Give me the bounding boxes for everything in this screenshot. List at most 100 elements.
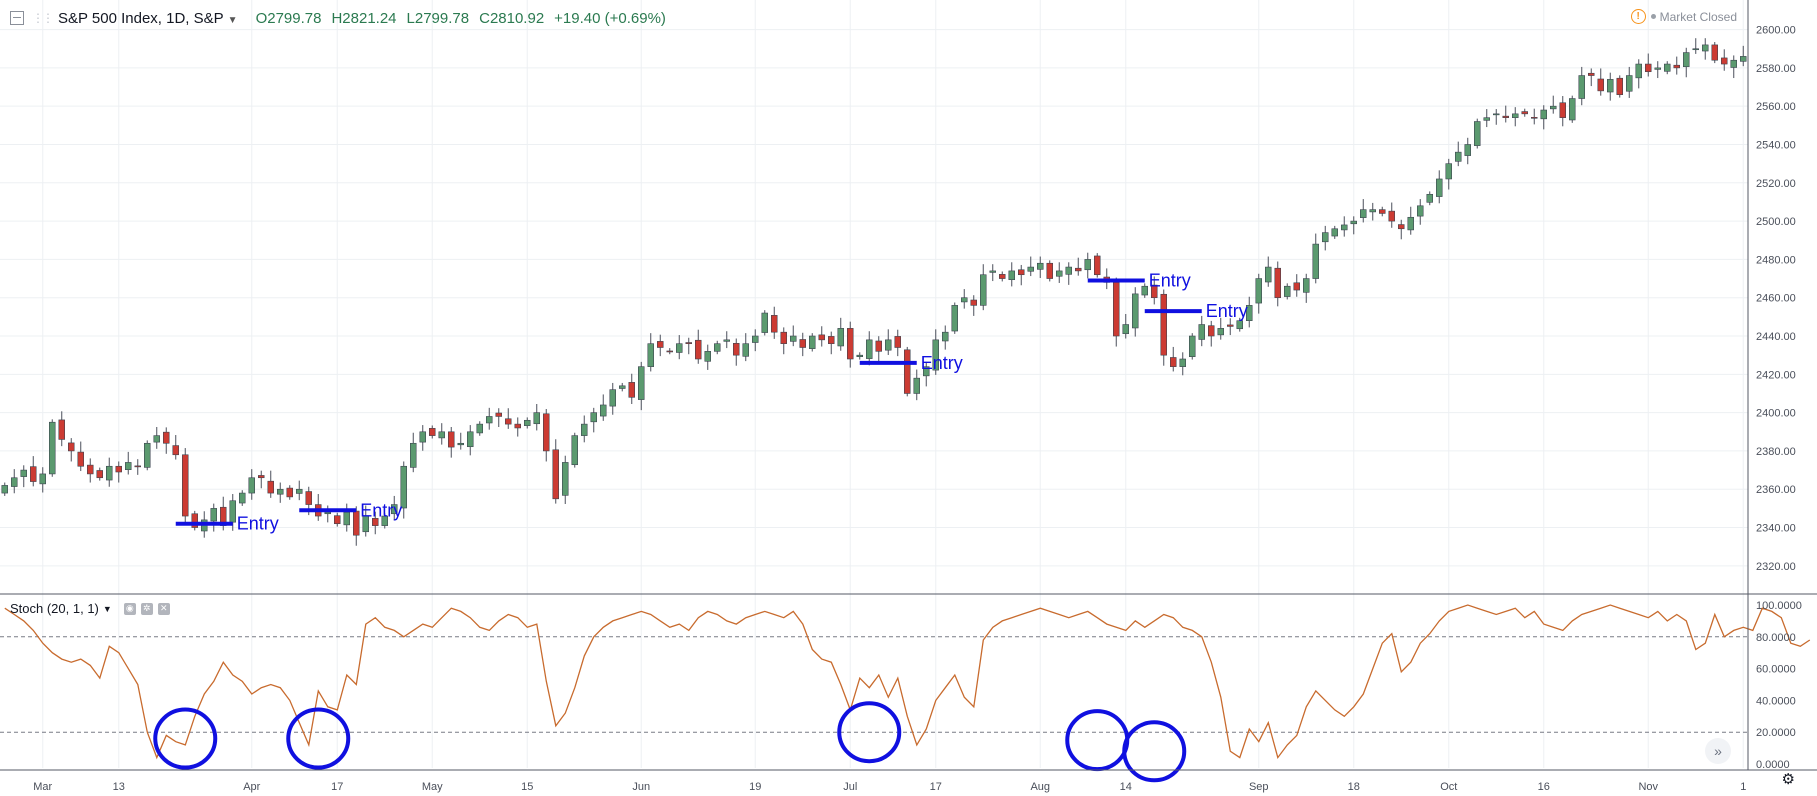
- indicator-legend[interactable]: Stoch (20, 1, 1) ▼ ◉ ✲ ✕: [10, 601, 170, 616]
- change-value: +19.40 (+0.69%): [554, 9, 666, 27]
- candle-body: [1331, 228, 1338, 237]
- time-tick-label: Jun: [632, 781, 650, 793]
- candle-body: [11, 477, 18, 487]
- price-tick-label: 2420.00: [1756, 369, 1796, 381]
- candle-body: [1141, 285, 1148, 296]
- scroll-to-realtime-button[interactable]: »: [1705, 738, 1731, 764]
- candle-body: [96, 470, 103, 479]
- candle-body: [1531, 116, 1538, 119]
- symbol-title[interactable]: S&P 500 Index, 1D, S&P ▼: [58, 10, 238, 27]
- candle-body: [286, 487, 293, 498]
- candle-body: [1493, 113, 1500, 116]
- candle-body: [381, 515, 388, 526]
- chevron-down-icon[interactable]: ▼: [102, 603, 112, 614]
- candle-body: [305, 491, 312, 505]
- candle-body: [1607, 79, 1614, 93]
- symbol-label: S&P 500 Index, 1D, S&P: [58, 9, 224, 27]
- candle-body: [923, 366, 930, 377]
- candle-body: [1255, 278, 1262, 304]
- candle-body: [847, 328, 854, 360]
- chart-settings-gear-icon[interactable]: ⚙: [1781, 771, 1795, 788]
- candle-body: [818, 334, 825, 341]
- candle-body: [182, 454, 189, 517]
- candle-body: [1578, 75, 1585, 99]
- oversold-circle: [837, 701, 902, 764]
- candle-body: [1198, 324, 1205, 340]
- candle-body: [1208, 325, 1215, 337]
- candle-body: [1664, 63, 1671, 72]
- candle-body: [1616, 77, 1623, 95]
- candle-body: [695, 339, 702, 360]
- candle-body: [913, 377, 920, 394]
- candle-body: [77, 451, 84, 467]
- candle-body: [733, 342, 740, 356]
- candle-body: [1540, 109, 1547, 120]
- high-value: H2821.24: [331, 9, 397, 27]
- candle-body: [334, 515, 341, 525]
- candle-body: [837, 328, 844, 347]
- price-tick-label: 2400.00: [1756, 408, 1796, 420]
- candle-body: [391, 504, 398, 515]
- oversold-circle: [1122, 720, 1187, 783]
- collapse-icon[interactable]: [10, 11, 24, 25]
- time-tick-label: 1: [1740, 781, 1746, 793]
- gear-icon[interactable]: ✲: [140, 602, 153, 615]
- candle-body: [1037, 262, 1044, 270]
- oversold-circle: [1065, 709, 1130, 772]
- drag-handle-icon[interactable]: ⋮⋮: [32, 11, 54, 25]
- candle-body: [1236, 320, 1243, 330]
- time-tick-label: 16: [1538, 781, 1550, 793]
- candle-body: [1217, 328, 1224, 336]
- candle-body: [419, 431, 426, 443]
- candle-body: [1673, 64, 1680, 69]
- candle-body: [144, 442, 151, 468]
- candle-body: [115, 465, 122, 473]
- candle-body: [1398, 224, 1405, 230]
- candle-body: [866, 339, 873, 359]
- candle-body: [828, 336, 835, 344]
- candle-body: [1179, 358, 1186, 367]
- grid: [0, 0, 1748, 768]
- time-tick-label: Apr: [243, 781, 260, 793]
- stoch-tick-label: 80.0000: [1756, 632, 1796, 644]
- candle-body: [153, 435, 160, 443]
- candle-body: [1132, 293, 1139, 329]
- candle-body: [467, 431, 474, 448]
- candle-body: [343, 511, 350, 526]
- market-status[interactable]: ! Market Closed: [1630, 9, 1737, 24]
- candle-body: [1303, 278, 1310, 293]
- candle-body: [353, 510, 360, 536]
- close-icon[interactable]: ✕: [157, 602, 170, 615]
- candle-body: [875, 340, 882, 352]
- candle-body: [210, 508, 217, 522]
- eye-icon[interactable]: ◉: [123, 602, 136, 615]
- candle-body: [1312, 243, 1319, 279]
- candle-body: [58, 419, 65, 440]
- candle-body: [752, 335, 759, 343]
- candle-body: [904, 349, 911, 394]
- candle-body: [87, 464, 94, 475]
- time-tick-label: 19: [749, 781, 761, 793]
- candle-body: [324, 511, 331, 515]
- candle-body: [1170, 357, 1177, 367]
- candle-body: [1483, 117, 1490, 121]
- candle-body: [619, 385, 626, 389]
- stoch-tick-label: 40.0000: [1756, 695, 1796, 707]
- candle-body: [1407, 216, 1414, 231]
- candle-body: [1056, 270, 1063, 277]
- candle-body: [68, 442, 75, 452]
- annotations: Entry Entry Entry Entry Entry: [153, 270, 1248, 783]
- candle-body: [1597, 78, 1604, 92]
- candle-body: [1369, 209, 1376, 213]
- candle-body: [1027, 266, 1034, 272]
- price-tick-label: 2360.00: [1756, 484, 1796, 496]
- candle-body: [20, 469, 27, 477]
- price-tick-label: 2500.00: [1756, 216, 1796, 228]
- chevron-down-icon[interactable]: ▼: [227, 14, 238, 26]
- candle-body: [1588, 72, 1595, 76]
- price-tick-label: 2580.00: [1756, 63, 1796, 75]
- candle-body: [1730, 59, 1737, 68]
- candle-body: [457, 442, 464, 446]
- candle-body: [666, 350, 673, 353]
